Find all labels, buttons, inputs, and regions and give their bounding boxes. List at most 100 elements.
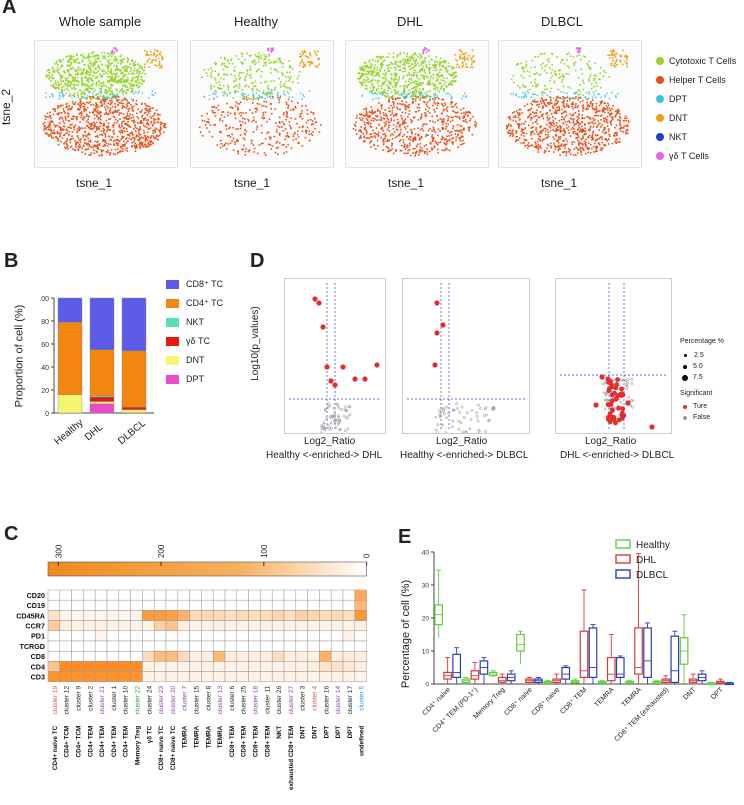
tsne-point-helper [305, 130, 307, 133]
tsne-point-cytotoxic [387, 68, 389, 70]
tsne-point-helper [567, 120, 569, 123]
tsne-point-cytotoxic [396, 92, 399, 94]
tsne-point-helper [422, 100, 425, 103]
tsne-point-helper [157, 113, 159, 115]
tsne-point-helper [164, 123, 166, 126]
tsne-point-helper [245, 148, 247, 150]
tsne-point-helper [463, 112, 465, 114]
tsne-point-helper [256, 109, 258, 111]
tsne-point-helper [378, 131, 380, 134]
tsne-point-dpt [226, 94, 228, 96]
tsne-point-helper [587, 136, 590, 138]
tsne-point-helper [108, 135, 110, 138]
tsne-point-helper [428, 112, 431, 114]
tsne-point-helper [528, 115, 531, 117]
tsne-point-dpt [387, 93, 389, 95]
tsne-point-cytotoxic [599, 78, 601, 81]
tsne-point-helper [65, 142, 68, 145]
tsne-point-gd [267, 49, 270, 52]
tsne-point-cytotoxic [58, 59, 60, 62]
tsne-point-helper [547, 102, 549, 104]
tsne-point-cytotoxic [290, 88, 292, 91]
tsne-point-helper [283, 152, 285, 155]
tsne-point-helper [426, 101, 429, 104]
tsne-point-helper [407, 149, 410, 152]
volcano-point-false [343, 429, 347, 432]
tsne-point-cytotoxic [429, 90, 431, 92]
tsne-point-cytotoxic [282, 62, 284, 65]
tsne-point-dnt [145, 53, 148, 55]
tsne-point-cytotoxic [87, 64, 90, 67]
legend-label: Cytotoxic T Cells [669, 56, 737, 66]
tsne-point-cytotoxic [267, 85, 270, 87]
tsne-point-dpt [372, 93, 374, 95]
tsne-point-dnt [624, 55, 626, 58]
tsne-point-cytotoxic [77, 66, 79, 69]
tsne-point-dpt [430, 96, 432, 98]
tsne-point-helper [578, 130, 581, 133]
tsne-point-cytotoxic [366, 73, 369, 76]
tsne-point-helper [247, 118, 249, 121]
tsne-point-helper [152, 107, 154, 109]
tsne-point-helper [82, 134, 84, 136]
tsne-point-cytotoxic [428, 72, 431, 74]
tsne-point-helper [384, 109, 387, 111]
tsne-point-helper [74, 124, 77, 127]
tsne-point-helper [127, 140, 129, 142]
tsne-point-helper [525, 139, 528, 141]
tsne-point-cytotoxic [105, 91, 108, 94]
tsne-point-helper [290, 126, 292, 129]
tsne-point-helper [112, 115, 115, 118]
tsne-point-cytotoxic [543, 92, 546, 94]
tsne-point-helper [255, 128, 258, 131]
tsne-point-helper [103, 100, 106, 102]
tsne-point-dpt [536, 94, 538, 97]
tsne-point-helper [87, 137, 90, 140]
tsne-point-helper [621, 127, 623, 129]
tsne-point-cytotoxic [385, 96, 388, 98]
tsne-point-helper [571, 105, 573, 108]
tsne-point-helper [203, 120, 206, 122]
tsne-point-helper [82, 106, 85, 108]
tsne-point-helper [474, 120, 476, 123]
tsne-point-helper [57, 138, 60, 140]
tsne-point-cytotoxic [46, 69, 49, 72]
tsne-point-cytotoxic [595, 81, 597, 84]
tsne-point-dpt [59, 96, 61, 98]
tsne-point-cytotoxic [106, 96, 109, 99]
tsne-point-helper [578, 113, 581, 116]
tsne-point-cytotoxic [121, 87, 123, 90]
tsne-point-helper [109, 129, 111, 131]
tsne-point-helper [598, 104, 601, 107]
tsne-point-helper [120, 102, 123, 105]
tsne-point-dpt [300, 92, 302, 95]
tsne-point-cytotoxic [109, 63, 111, 66]
tsne-point-helper [217, 104, 220, 107]
tsne-point-dnt [301, 53, 304, 56]
tsne-point-helper [517, 123, 519, 126]
tsne-point-cytotoxic [59, 59, 61, 61]
tsne-point-cytotoxic [134, 80, 136, 83]
tsne-point-helper [267, 131, 270, 133]
tsne-point-cytotoxic [262, 90, 265, 92]
tsne-point-helper [596, 134, 599, 136]
tsne-point-helper [563, 144, 566, 146]
tsne-point-helper [587, 136, 589, 139]
tsne-point-helper [462, 136, 464, 138]
volcano-point-false [333, 417, 337, 420]
tsne-point-helper [614, 114, 617, 117]
tsne-point-helper [462, 120, 464, 122]
tsne-point-cytotoxic [588, 78, 590, 80]
tsne-point-helper [96, 145, 98, 147]
tsne-point-cytotoxic [392, 94, 394, 97]
tsne-point-cytotoxic [372, 85, 375, 88]
tsne-point-helper [388, 99, 390, 102]
tsne-point-helper [311, 123, 313, 126]
tsne-point-cytotoxic [81, 71, 83, 74]
tsne-point-helper [380, 118, 383, 121]
tsne-point-helper [219, 146, 222, 149]
tsne-point-dpt [573, 97, 575, 100]
tsne-point-cytotoxic [395, 92, 398, 95]
tsne-point-helper [240, 111, 242, 114]
tsne-point-cytotoxic [80, 91, 83, 94]
